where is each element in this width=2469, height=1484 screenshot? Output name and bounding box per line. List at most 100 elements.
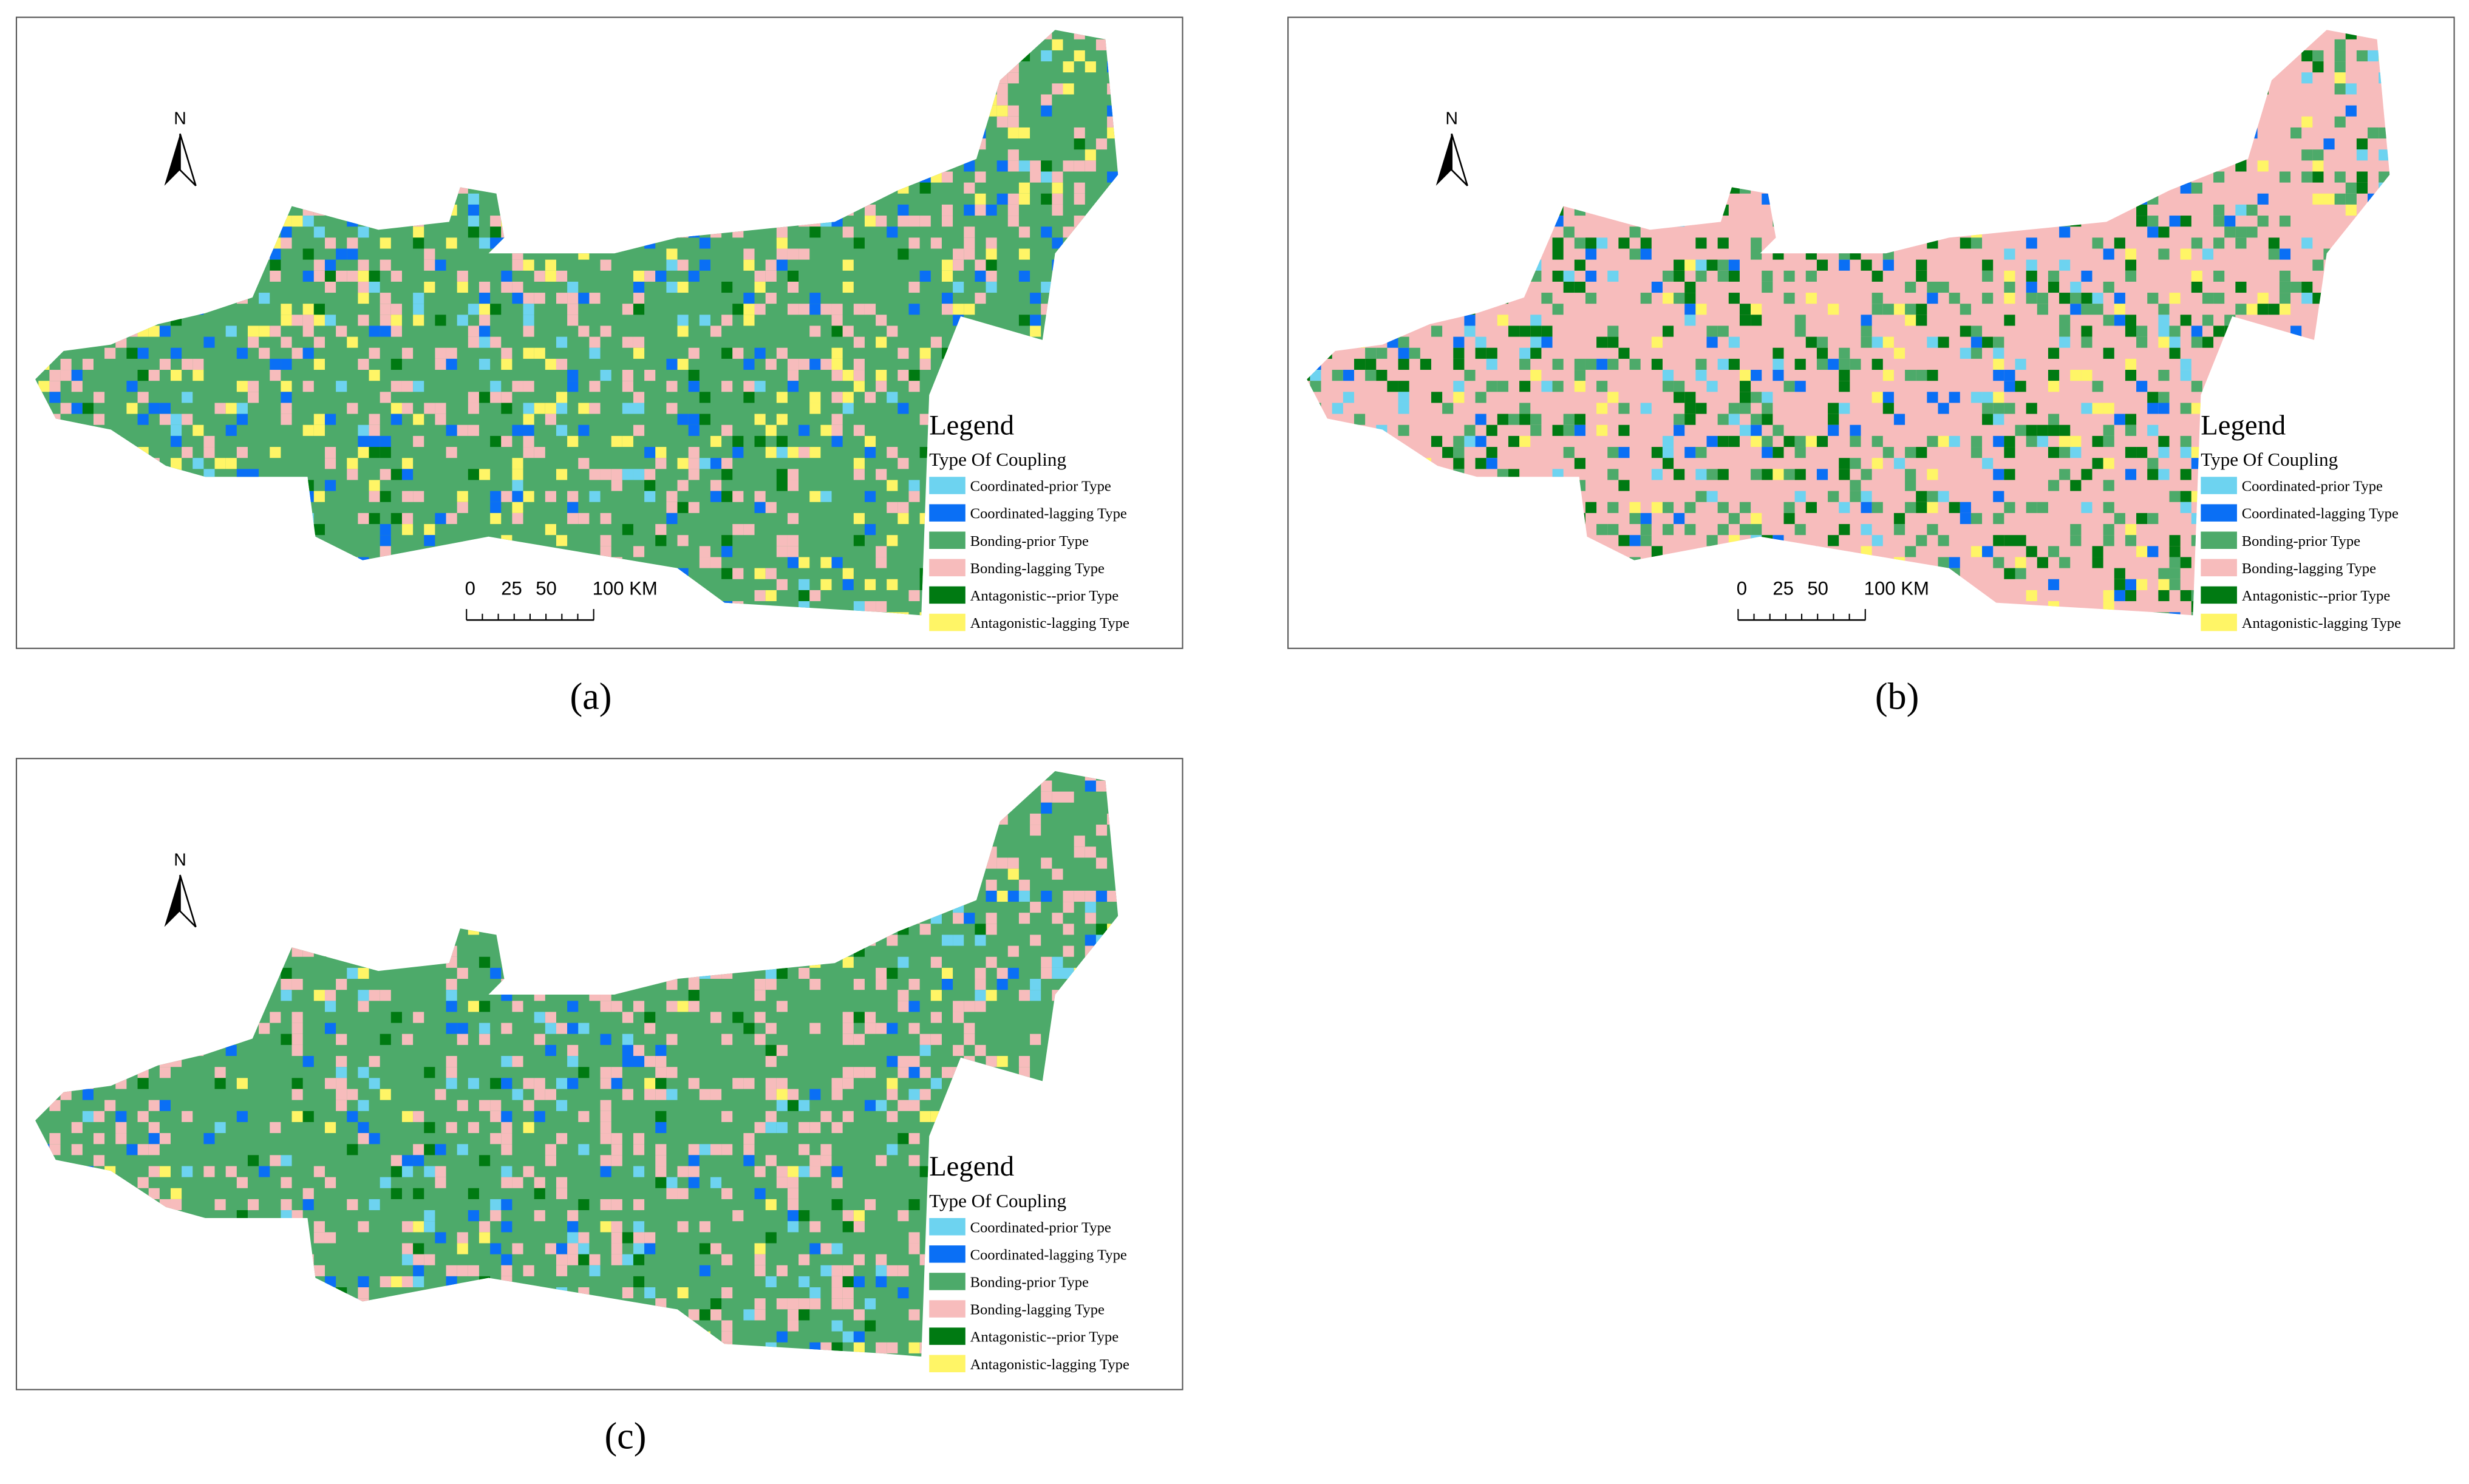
map-cell — [964, 913, 975, 924]
map-cell — [2334, 171, 2346, 183]
map-cell — [710, 1177, 722, 1188]
map-cell — [1552, 304, 1564, 315]
map-cell — [1030, 825, 1041, 836]
map-cell — [523, 435, 534, 448]
map-cell — [622, 469, 633, 480]
map-cell — [1018, 193, 1030, 205]
map-cell — [1861, 315, 1872, 326]
map-cell — [908, 370, 920, 381]
map-cell — [2037, 424, 2048, 436]
map-cell — [1431, 325, 1443, 337]
map-cell — [908, 1100, 920, 1111]
map-cell — [324, 1001, 336, 1012]
map-cell — [600, 1100, 611, 1111]
map-cell — [799, 1100, 810, 1111]
map-cell — [799, 248, 810, 260]
scale-label: 50 — [1807, 578, 1828, 599]
legend-label: Bonding-lagging Type — [2242, 560, 2376, 577]
map-cell — [2158, 568, 2170, 579]
map-cell — [446, 1023, 457, 1034]
map-cell — [677, 1221, 689, 1233]
map-cell — [1949, 392, 1960, 403]
map-cell — [347, 1089, 358, 1100]
map-cell — [1354, 358, 1366, 370]
map-cell — [2191, 281, 2202, 293]
map-cell — [644, 1287, 656, 1299]
legend-swatch — [929, 531, 965, 549]
map-cell — [677, 1001, 689, 1012]
map-cell — [2004, 293, 2015, 304]
map-cell — [203, 447, 215, 458]
map-cell — [556, 1023, 568, 1034]
map-cell — [1905, 480, 1916, 491]
map-cell — [534, 270, 545, 282]
map-cell — [887, 1265, 898, 1276]
map-cell — [633, 347, 645, 359]
map-cell — [765, 502, 777, 513]
map-cell — [567, 1001, 579, 1012]
map-cell — [1970, 546, 1983, 557]
map-cell — [413, 1188, 424, 1199]
map-cell — [468, 216, 479, 227]
map-cell — [413, 1155, 424, 1166]
map-cell — [203, 1166, 215, 1177]
map-cell — [754, 1166, 766, 1177]
map-cell — [1629, 512, 1641, 525]
map-cell — [358, 1122, 369, 1134]
map-cell — [842, 281, 854, 293]
map-cell — [413, 491, 424, 502]
map-cell — [876, 336, 887, 348]
map-cell — [1651, 546, 1663, 557]
map-cell — [380, 237, 391, 249]
map-cell — [2169, 535, 2181, 546]
map-cell — [908, 1155, 920, 1166]
map-cell — [699, 1221, 710, 1233]
map-cell — [2081, 336, 2093, 348]
map-cell — [1596, 358, 1608, 370]
map-cell — [1684, 447, 1696, 458]
map-cell — [655, 1177, 667, 1188]
map-cell — [457, 967, 468, 979]
map-cell — [270, 259, 281, 271]
map-cell — [390, 1012, 402, 1023]
map-cell — [831, 1199, 843, 1211]
map-cell — [336, 381, 347, 392]
map-cell — [567, 435, 579, 448]
map-cell — [2092, 381, 2103, 392]
map-cell — [1970, 392, 1983, 403]
legend-swatch — [2201, 613, 2237, 631]
map-cell — [1519, 403, 1531, 414]
map-cell — [490, 304, 502, 315]
map-cell — [644, 447, 656, 458]
map-cell — [2125, 414, 2137, 425]
map-cell — [534, 1078, 545, 1089]
map-cell — [369, 370, 380, 381]
map-cell — [545, 1023, 556, 1034]
map-cell — [622, 524, 633, 536]
map-cell — [897, 990, 909, 1001]
map-cell — [567, 370, 579, 381]
map-cell — [666, 358, 678, 370]
map-cell — [842, 568, 854, 579]
map-cell — [1982, 403, 1994, 414]
map-cell — [1475, 458, 1487, 469]
map-cell — [1574, 237, 1585, 249]
map-cell — [1486, 424, 1497, 436]
map-cell — [523, 259, 534, 271]
map-cell — [1706, 535, 1718, 546]
map-cell — [799, 1309, 810, 1321]
map-cell — [523, 1166, 534, 1177]
map-cell — [1041, 802, 1052, 814]
map-cell — [1585, 293, 1597, 304]
map-cell — [2213, 204, 2225, 216]
map-cell — [2103, 524, 2114, 536]
map-cell — [1905, 447, 1916, 458]
north-arrow — [164, 134, 180, 186]
map-cell — [291, 1012, 303, 1023]
map-cell — [1574, 358, 1585, 370]
map-cell — [611, 480, 622, 491]
map-cell — [908, 216, 920, 227]
map-cell — [1717, 469, 1729, 480]
map-cell — [1739, 304, 1751, 315]
